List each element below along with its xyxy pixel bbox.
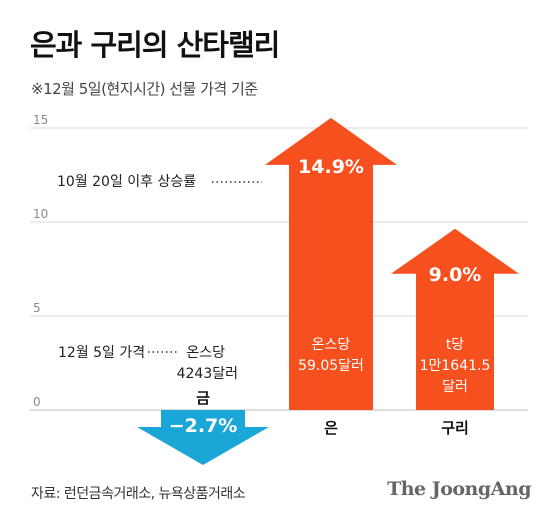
x-tick-label: 구리 [441, 419, 469, 437]
price-label: 온스당 [186, 345, 225, 361]
x-tick-label: 은 [324, 419, 338, 437]
y-tick-label: 10 [33, 207, 48, 221]
y-tick-label: 0 [33, 395, 41, 409]
chart-title: 은과 구리의 산타랠리 [30, 28, 280, 62]
x-tick-label: 금 [196, 389, 210, 407]
data-label: 9.0% [429, 264, 482, 286]
price-annotation: 12월 5일 가격 [58, 345, 145, 361]
bar-구리 [391, 228, 519, 410]
bar-금 [137, 410, 269, 465]
price-label: 4243달러 [177, 366, 238, 382]
price-label: 1만1641.5 [420, 358, 491, 374]
brand-logo: The JoongAng [387, 478, 531, 500]
price-label: 달러 [442, 379, 468, 395]
rise-annotation: 10월 20일 이후 상승률 [57, 174, 196, 190]
data-label: −2.7% [169, 415, 238, 437]
data-label: 14.9% [298, 156, 364, 178]
chart-subtitle: ※12월 5일(현지시간) 선물 가격 기준 [31, 80, 258, 98]
price-label: t당 [446, 337, 464, 353]
y-tick-label: 5 [33, 301, 41, 315]
price-label: 온스당 [312, 337, 351, 353]
source-note: 자료: 런던금속거래소, 뉴욕상품거래소 [31, 486, 246, 502]
bar-은 [265, 117, 397, 410]
price-label: 59.05달러 [298, 358, 364, 374]
y-tick-label: 15 [33, 113, 48, 127]
